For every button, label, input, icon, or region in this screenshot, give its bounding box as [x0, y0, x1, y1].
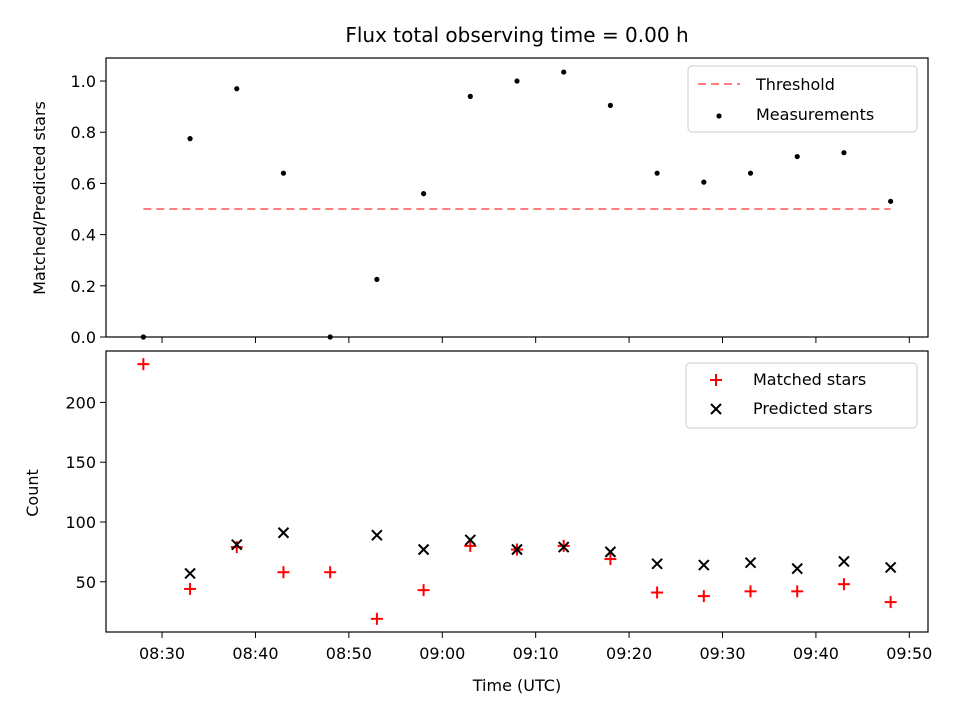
- top-plot-area: [140, 69, 894, 340]
- bottom-x-axis: 08:30 08:40 08:50 09:00 09:10 09:20 09:30 09:40…: [139, 632, 932, 663]
- x-axis-label: Time (UTC): [472, 676, 561, 695]
- matched-star-point: [884, 596, 897, 609]
- matched-star-point: [791, 585, 804, 598]
- matched-star-point: [744, 585, 757, 598]
- chart-title: Flux total observing time = 0.00 h: [345, 23, 688, 47]
- legend-measurements-marker: [716, 113, 722, 119]
- x-tick-label: 08:40: [232, 644, 278, 663]
- x-tick-label: 09:10: [513, 644, 559, 663]
- bottom-legend: Matched stars Predicted stars: [685, 362, 918, 429]
- matched-star-point: [137, 358, 150, 371]
- predicted-star-point: [744, 556, 757, 569]
- measurement-point: [187, 136, 193, 142]
- matched-star-point: [370, 612, 383, 625]
- matched-star-point: [417, 584, 430, 597]
- legend-measurements-label: Measurements: [756, 105, 874, 124]
- matched-star-point: [651, 586, 664, 599]
- measurement-point: [280, 170, 287, 176]
- measurement-point: [561, 69, 567, 75]
- measurement-point: [841, 150, 847, 156]
- predicted-star-point: [417, 543, 430, 556]
- bottom-axes-frame: [105, 350, 929, 633]
- top-axes-frame: [105, 57, 929, 338]
- bottom-y-tick-label: 50: [76, 573, 96, 592]
- top-y-tick-label: 0.4: [71, 226, 96, 245]
- bottom-y-axis: 50 100 150 200: [65, 393, 106, 592]
- top-y-axis: 0.0 0.2 0.4 0.6 0.8 1.0: [71, 72, 106, 347]
- measurement-point: [654, 170, 660, 176]
- bottom-y-tick-label: 100: [65, 513, 96, 532]
- measurement-point: [234, 86, 240, 92]
- predicted-star-point: [838, 555, 850, 568]
- predicted-star-point: [371, 529, 383, 541]
- measurement-point: [374, 276, 380, 283]
- predicted-star-point: [557, 541, 570, 553]
- predicted-star-point: [604, 546, 617, 558]
- measurement-point: [607, 102, 614, 108]
- bottom-legend-frame: [685, 362, 918, 429]
- legend-matched-marker: [710, 374, 722, 386]
- legend-matched-label: Matched stars: [753, 370, 866, 389]
- top-y-tick-label: 0.8: [71, 123, 96, 142]
- matched-star-point: [697, 590, 710, 603]
- top-y-tick-label: 0.2: [71, 277, 96, 296]
- bottom-y-tick-label: 200: [65, 393, 96, 412]
- x-tick-label: 09:20: [606, 644, 652, 663]
- predicted-star-point: [464, 534, 477, 546]
- x-tick-label: 09:00: [419, 644, 465, 663]
- matched-star-point: [464, 539, 477, 552]
- bottom-y-tick-label: 150: [65, 453, 96, 472]
- matched-star-point: [837, 578, 850, 591]
- bottom-panel: 50 100 150 200 08:30 08:40 08:50 09:00 09:10 09:…: [23, 350, 932, 695]
- top-y-tick-label: 0.0: [71, 328, 96, 347]
- x-tick-label: 08:50: [326, 644, 372, 663]
- matched-star-point: [184, 582, 197, 595]
- matched-star-point: [230, 541, 243, 554]
- x-tick-label: 09:50: [886, 644, 932, 663]
- measurement-point: [514, 78, 520, 84]
- top-panel: 0.0 0.2 0.4 0.6 0.8 1.0 Matched/Predicted sta…: [30, 57, 929, 347]
- matched-star-point: [324, 566, 337, 579]
- matched-star-point: [277, 566, 290, 579]
- legend-predicted-marker: [710, 403, 722, 415]
- predicted-star-point: [884, 561, 897, 574]
- predicted-star-point: [698, 559, 710, 571]
- measurement-point: [747, 170, 754, 176]
- matched-star-point: [604, 553, 617, 566]
- predicted-star-point: [231, 539, 243, 551]
- top-y-tick-label: 1.0: [71, 72, 96, 91]
- measurement-point: [888, 198, 894, 204]
- top-y-tick-label: 0.6: [71, 174, 96, 193]
- bottom-plot-area: [137, 358, 897, 625]
- x-tick-label: 09:30: [699, 644, 745, 663]
- top-legend-frame: [687, 65, 918, 133]
- legend-threshold-label: Threshold: [755, 75, 835, 94]
- predicted-star-point: [651, 558, 663, 570]
- predicted-star-point: [184, 567, 196, 580]
- measurement-point: [701, 179, 707, 185]
- legend-predicted-label: Predicted stars: [753, 399, 873, 418]
- predicted-star-point: [511, 543, 523, 556]
- bottom-y-axis-label: Count: [23, 469, 42, 517]
- predicted-star-point: [277, 527, 290, 539]
- measurement-point: [794, 153, 800, 160]
- x-tick-label: 09:40: [793, 644, 839, 663]
- predicted-star-point: [791, 562, 803, 575]
- top-y-axis-label: Matched/Predicted stars: [30, 101, 49, 295]
- top-x-ticks: [161, 337, 910, 343]
- measurement-point: [420, 191, 427, 197]
- measurement-point: [467, 93, 473, 99]
- top-legend: Threshold Measurements: [687, 65, 918, 133]
- x-tick-label: 08:30: [139, 644, 185, 663]
